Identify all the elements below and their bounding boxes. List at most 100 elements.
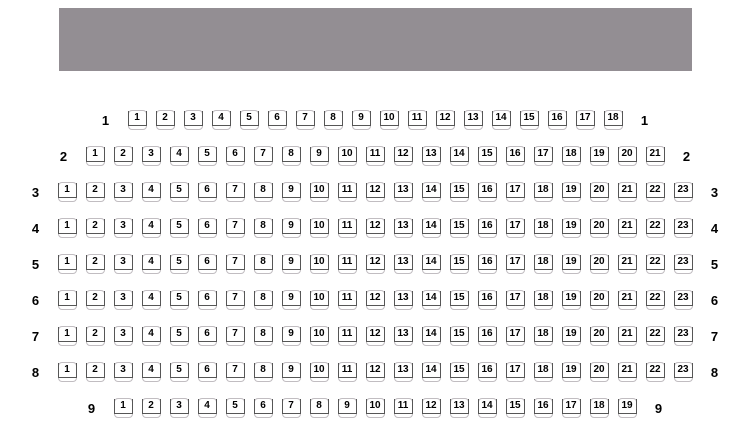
seat-1-12[interactable]: 12 xyxy=(435,110,455,130)
seat-6-15[interactable]: 15 xyxy=(449,290,469,310)
seat-1-18[interactable]: 18 xyxy=(603,110,623,130)
seat-6-2[interactable]: 2 xyxy=(85,290,105,310)
seat-7-17[interactable]: 17 xyxy=(505,326,525,346)
seat-7-3[interactable]: 3 xyxy=(113,326,133,346)
seat-3-7[interactable]: 7 xyxy=(225,182,245,202)
seat-1-9[interactable]: 9 xyxy=(351,110,371,130)
seat-7-9[interactable]: 9 xyxy=(281,326,301,346)
seat-5-19[interactable]: 19 xyxy=(561,254,581,274)
seat-3-19[interactable]: 19 xyxy=(561,182,581,202)
seat-4-4[interactable]: 4 xyxy=(141,218,161,238)
seat-2-20[interactable]: 20 xyxy=(617,146,637,166)
seat-1-4[interactable]: 4 xyxy=(211,110,231,130)
seat-7-11[interactable]: 11 xyxy=(337,326,357,346)
seat-7-6[interactable]: 6 xyxy=(197,326,217,346)
seat-1-13[interactable]: 13 xyxy=(463,110,483,130)
seat-7-19[interactable]: 19 xyxy=(561,326,581,346)
seat-1-14[interactable]: 14 xyxy=(491,110,511,130)
seat-3-13[interactable]: 13 xyxy=(393,182,413,202)
seat-7-21[interactable]: 21 xyxy=(617,326,637,346)
seat-6-11[interactable]: 11 xyxy=(337,290,357,310)
seat-3-8[interactable]: 8 xyxy=(253,182,273,202)
seat-3-17[interactable]: 17 xyxy=(505,182,525,202)
seat-6-18[interactable]: 18 xyxy=(533,290,553,310)
seat-5-6[interactable]: 6 xyxy=(197,254,217,274)
seat-4-7[interactable]: 7 xyxy=(225,218,245,238)
seat-5-1[interactable]: 1 xyxy=(57,254,77,274)
seat-1-10[interactable]: 10 xyxy=(379,110,399,130)
seat-8-21[interactable]: 21 xyxy=(617,362,637,382)
seat-4-3[interactable]: 3 xyxy=(113,218,133,238)
seat-9-10[interactable]: 10 xyxy=(365,398,385,418)
seat-8-17[interactable]: 17 xyxy=(505,362,525,382)
seat-9-7[interactable]: 7 xyxy=(281,398,301,418)
seat-6-14[interactable]: 14 xyxy=(421,290,441,310)
seat-1-8[interactable]: 8 xyxy=(323,110,343,130)
seat-3-3[interactable]: 3 xyxy=(113,182,133,202)
seat-8-3[interactable]: 3 xyxy=(113,362,133,382)
seat-6-3[interactable]: 3 xyxy=(113,290,133,310)
seat-5-3[interactable]: 3 xyxy=(113,254,133,274)
seat-2-21[interactable]: 21 xyxy=(645,146,665,166)
seat-9-12[interactable]: 12 xyxy=(421,398,441,418)
seat-3-9[interactable]: 9 xyxy=(281,182,301,202)
seat-1-15[interactable]: 15 xyxy=(519,110,539,130)
seat-3-18[interactable]: 18 xyxy=(533,182,553,202)
seat-5-9[interactable]: 9 xyxy=(281,254,301,274)
seat-1-3[interactable]: 3 xyxy=(183,110,203,130)
seat-7-10[interactable]: 10 xyxy=(309,326,329,346)
seat-9-15[interactable]: 15 xyxy=(505,398,525,418)
seat-7-12[interactable]: 12 xyxy=(365,326,385,346)
seat-9-1[interactable]: 1 xyxy=(113,398,133,418)
seat-5-20[interactable]: 20 xyxy=(589,254,609,274)
seat-1-7[interactable]: 7 xyxy=(295,110,315,130)
seat-5-23[interactable]: 23 xyxy=(673,254,693,274)
seat-4-23[interactable]: 23 xyxy=(673,218,693,238)
seat-7-15[interactable]: 15 xyxy=(449,326,469,346)
seat-2-9[interactable]: 9 xyxy=(309,146,329,166)
seat-8-6[interactable]: 6 xyxy=(197,362,217,382)
seat-4-8[interactable]: 8 xyxy=(253,218,273,238)
seat-3-12[interactable]: 12 xyxy=(365,182,385,202)
seat-9-5[interactable]: 5 xyxy=(225,398,245,418)
seat-8-19[interactable]: 19 xyxy=(561,362,581,382)
seat-1-1[interactable]: 1 xyxy=(127,110,147,130)
seat-5-14[interactable]: 14 xyxy=(421,254,441,274)
seat-5-12[interactable]: 12 xyxy=(365,254,385,274)
seat-8-2[interactable]: 2 xyxy=(85,362,105,382)
seat-2-11[interactable]: 11 xyxy=(365,146,385,166)
seat-2-5[interactable]: 5 xyxy=(197,146,217,166)
seat-7-4[interactable]: 4 xyxy=(141,326,161,346)
seat-6-9[interactable]: 9 xyxy=(281,290,301,310)
seat-5-22[interactable]: 22 xyxy=(645,254,665,274)
seat-6-4[interactable]: 4 xyxy=(141,290,161,310)
seat-6-21[interactable]: 21 xyxy=(617,290,637,310)
seat-7-2[interactable]: 2 xyxy=(85,326,105,346)
seat-9-8[interactable]: 8 xyxy=(309,398,329,418)
seat-4-5[interactable]: 5 xyxy=(169,218,189,238)
seat-5-16[interactable]: 16 xyxy=(477,254,497,274)
seat-4-12[interactable]: 12 xyxy=(365,218,385,238)
seat-9-3[interactable]: 3 xyxy=(169,398,189,418)
seat-4-9[interactable]: 9 xyxy=(281,218,301,238)
seat-5-18[interactable]: 18 xyxy=(533,254,553,274)
seat-8-18[interactable]: 18 xyxy=(533,362,553,382)
seat-4-17[interactable]: 17 xyxy=(505,218,525,238)
seat-4-13[interactable]: 13 xyxy=(393,218,413,238)
seat-1-17[interactable]: 17 xyxy=(575,110,595,130)
seat-6-10[interactable]: 10 xyxy=(309,290,329,310)
seat-6-5[interactable]: 5 xyxy=(169,290,189,310)
seat-8-12[interactable]: 12 xyxy=(365,362,385,382)
seat-3-5[interactable]: 5 xyxy=(169,182,189,202)
seat-2-3[interactable]: 3 xyxy=(141,146,161,166)
seat-5-15[interactable]: 15 xyxy=(449,254,469,274)
seat-8-14[interactable]: 14 xyxy=(421,362,441,382)
seat-2-17[interactable]: 17 xyxy=(533,146,553,166)
seat-7-1[interactable]: 1 xyxy=(57,326,77,346)
seat-6-1[interactable]: 1 xyxy=(57,290,77,310)
seat-8-22[interactable]: 22 xyxy=(645,362,665,382)
seat-7-14[interactable]: 14 xyxy=(421,326,441,346)
seat-3-20[interactable]: 20 xyxy=(589,182,609,202)
seat-9-4[interactable]: 4 xyxy=(197,398,217,418)
seat-9-19[interactable]: 19 xyxy=(617,398,637,418)
